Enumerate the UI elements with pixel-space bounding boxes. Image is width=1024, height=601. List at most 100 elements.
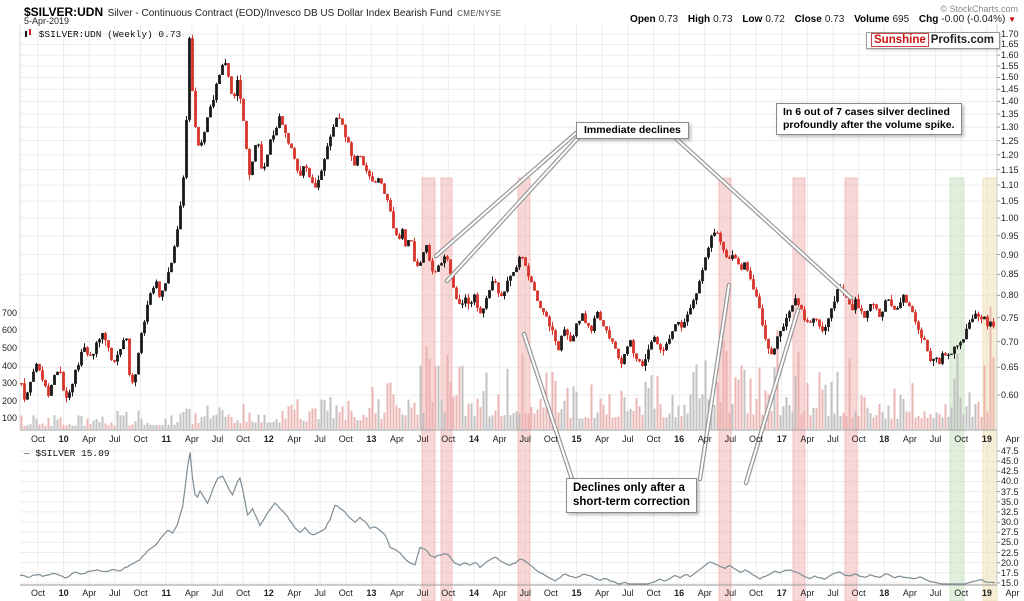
candle-body [29,381,32,393]
candle-body [485,298,488,309]
volume-bar [272,421,275,429]
date-label: Apr [390,588,405,598]
candle-body [650,341,653,350]
volume-bar [821,389,824,429]
candle-body [308,167,311,178]
symbol-description: Silver - Continuous Contract (EOD)/Inves… [107,8,453,19]
main-y-tick-label: 1.20 [1001,149,1019,160]
candle-body [509,275,512,281]
volume-bar [587,418,590,429]
candle-body [44,379,47,387]
volume-bar [758,367,761,429]
candle-body [161,290,164,297]
candle-body [548,316,551,327]
candle-body [653,336,656,342]
volume-bar [128,425,131,429]
lower-y-tick-label: 15.0 [1001,577,1019,588]
volume-bar [764,390,767,429]
volume-bar [872,417,875,429]
volume-bar [62,424,65,429]
candle-body [992,321,995,327]
date-label: Jul [416,588,429,598]
volume-bar [785,397,788,429]
volume-bar [788,405,791,429]
line-swatch-icon: — [24,448,30,459]
sunshine-profits-watermark[interactable]: Sunshine Profits.com [866,32,1001,49]
candle-body [470,302,473,304]
candle-body [440,263,443,266]
volume-bar [908,411,911,429]
candle-body [563,329,566,336]
volume-bar [584,417,587,429]
volume-bar [230,417,233,429]
volume-bar [509,415,512,429]
main-y-tick-label: 1.30 [1001,122,1019,133]
lower-y-tick-label: 32.5 [1001,506,1019,517]
candle-body [446,256,449,260]
volume-bar [620,390,623,429]
candle-body [140,333,143,353]
open-value: 0.73 [658,14,679,25]
volume-bar [473,416,476,429]
candle-body [539,300,542,309]
volume-bar [314,408,317,429]
date-label: 12 [263,588,274,598]
callout-six-line1: In 6 out of 7 cases silver declined [783,106,950,118]
volume-bar [713,404,716,429]
volume-bar [74,425,77,429]
candle-body [926,339,929,352]
candle-body [428,245,431,261]
volume-bar [689,394,692,429]
date-label: Apr [184,588,199,598]
candle-body [386,193,389,200]
volume-bar [701,394,704,429]
volume-bar [254,422,257,429]
date-label: Apr [595,434,610,444]
candle-body [290,143,293,149]
volume-bar [425,346,428,429]
date-label: Jul [416,434,429,444]
candle-body [482,308,485,314]
volume-bar [884,418,887,429]
volume-bar [35,418,38,429]
volume-bar [743,369,746,429]
candle-body [59,371,62,374]
volume-bar [641,414,644,429]
volume-bar [194,413,197,429]
candle-body [986,316,989,327]
main-y-tick-label: 0.85 [1001,269,1019,280]
candle-body [35,363,38,372]
volume-bar [569,417,572,429]
volume-bar [923,411,926,429]
highlight-band-pink [517,177,531,601]
volume-bar [332,418,335,429]
volume-bar [161,424,164,429]
volume-bar [959,397,962,429]
candle-body [86,347,89,355]
date-label: 13 [366,588,377,598]
chg-down-icon[interactable]: ▼ [1008,15,1016,24]
volume-bar [257,414,260,429]
volume-bar [704,360,707,429]
candle-body [977,313,980,317]
main-y-tick-label: 0.75 [1001,312,1019,323]
candle-body [575,323,578,337]
main-y-tick-label: 1.50 [1001,72,1019,83]
candle-body [860,308,863,312]
candle-body [542,308,545,312]
candle-body [71,383,74,393]
volume-bar [887,405,890,429]
volume-bar [914,417,917,429]
candle-body [194,91,197,128]
volume-bar [302,420,305,429]
lower-y-tick-label: 47.5 [1001,446,1019,456]
volume-bar [437,365,440,429]
candle-body [272,135,275,140]
main-y-tick-label: 1.10 [1001,179,1019,190]
volume-bar [218,407,221,429]
volume-bar [833,413,836,429]
volume-bar [248,412,251,429]
candle-body [656,336,659,345]
page-title: $SILVER:UDN [24,5,104,19]
candle-body [32,371,35,382]
